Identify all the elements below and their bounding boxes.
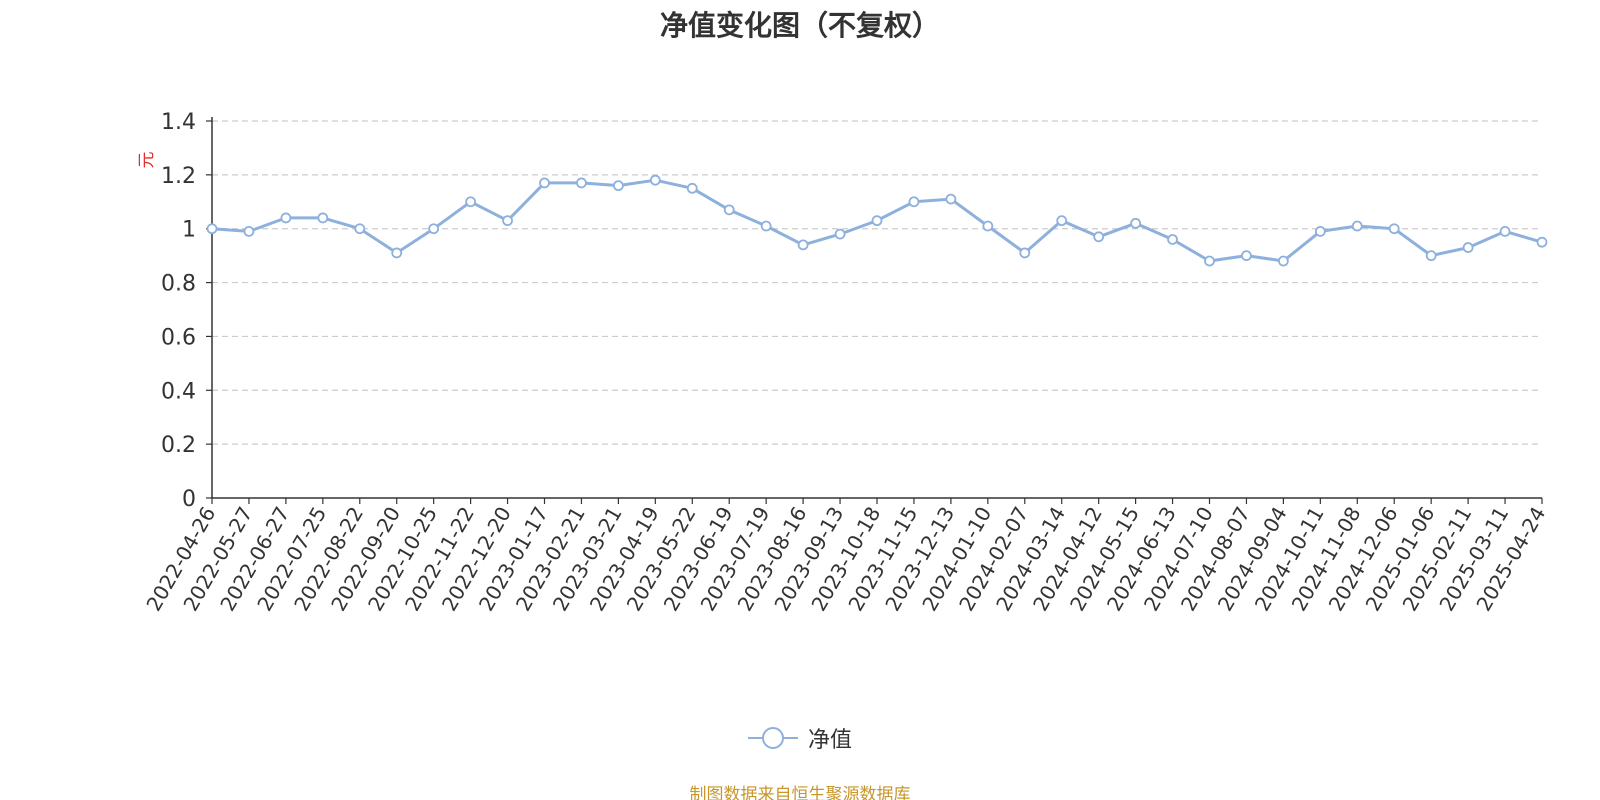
axes: 00.20.40.60.811.21.42022-04-262022-05-27… — [141, 110, 1550, 615]
data-point — [1130, 217, 1142, 229]
gridlines — [212, 120, 1542, 445]
data-point — [1277, 255, 1289, 267]
y-tick-label: 1.4 — [161, 110, 196, 135]
data-point — [723, 204, 735, 216]
data-point — [1167, 234, 1178, 245]
data-point — [428, 223, 440, 235]
data-point — [502, 215, 513, 227]
data-point — [760, 220, 772, 232]
data-point — [243, 226, 255, 237]
data-point — [982, 220, 994, 232]
y-tick-label: 0.8 — [161, 272, 196, 297]
data-point — [206, 223, 218, 235]
data-point — [834, 228, 846, 240]
source-note: 制图数据来自恒生聚源数据库 — [689, 785, 911, 800]
data-point — [686, 182, 698, 194]
legend-label: 净值 — [807, 728, 852, 753]
data-point — [1093, 231, 1105, 243]
data-point — [391, 247, 403, 259]
data-point — [908, 196, 920, 208]
data-point — [871, 215, 883, 227]
data-point — [1351, 220, 1363, 232]
y-tick-label: 0 — [182, 487, 196, 512]
chart-title: 净值变化图（不复权） — [659, 9, 940, 42]
legend[interactable]: 净值 — [0, 722, 1600, 754]
data-point — [1314, 226, 1326, 237]
data-point — [1425, 250, 1437, 262]
data-point — [1241, 250, 1252, 262]
y-tick-label: 1 — [182, 218, 196, 243]
y-axis-unit: 元 — [137, 152, 157, 169]
data-point — [1536, 236, 1548, 248]
data-point — [354, 223, 366, 235]
data-point — [612, 180, 624, 192]
y-axis-label: 元 — [137, 152, 157, 169]
y-tick-label: 0.6 — [161, 325, 196, 350]
data-point — [465, 196, 477, 208]
legend-line-circle-icon — [747, 727, 798, 749]
data-point — [1019, 247, 1031, 259]
data-point — [649, 174, 661, 186]
data-point — [280, 212, 292, 224]
data-point — [317, 212, 329, 224]
y-tick-label: 0.4 — [161, 379, 196, 404]
data-point — [797, 239, 809, 251]
data-point — [1388, 223, 1400, 235]
data-point — [539, 177, 550, 189]
data-point — [576, 177, 587, 189]
data-point — [1462, 242, 1474, 253]
data-point — [1056, 215, 1068, 227]
data-point — [1499, 226, 1511, 237]
series-layer — [206, 174, 1548, 267]
data-point — [945, 193, 957, 205]
data-point — [1204, 255, 1215, 267]
y-tick-label: 0.2 — [161, 433, 196, 458]
y-tick-label: 1.2 — [161, 164, 196, 189]
